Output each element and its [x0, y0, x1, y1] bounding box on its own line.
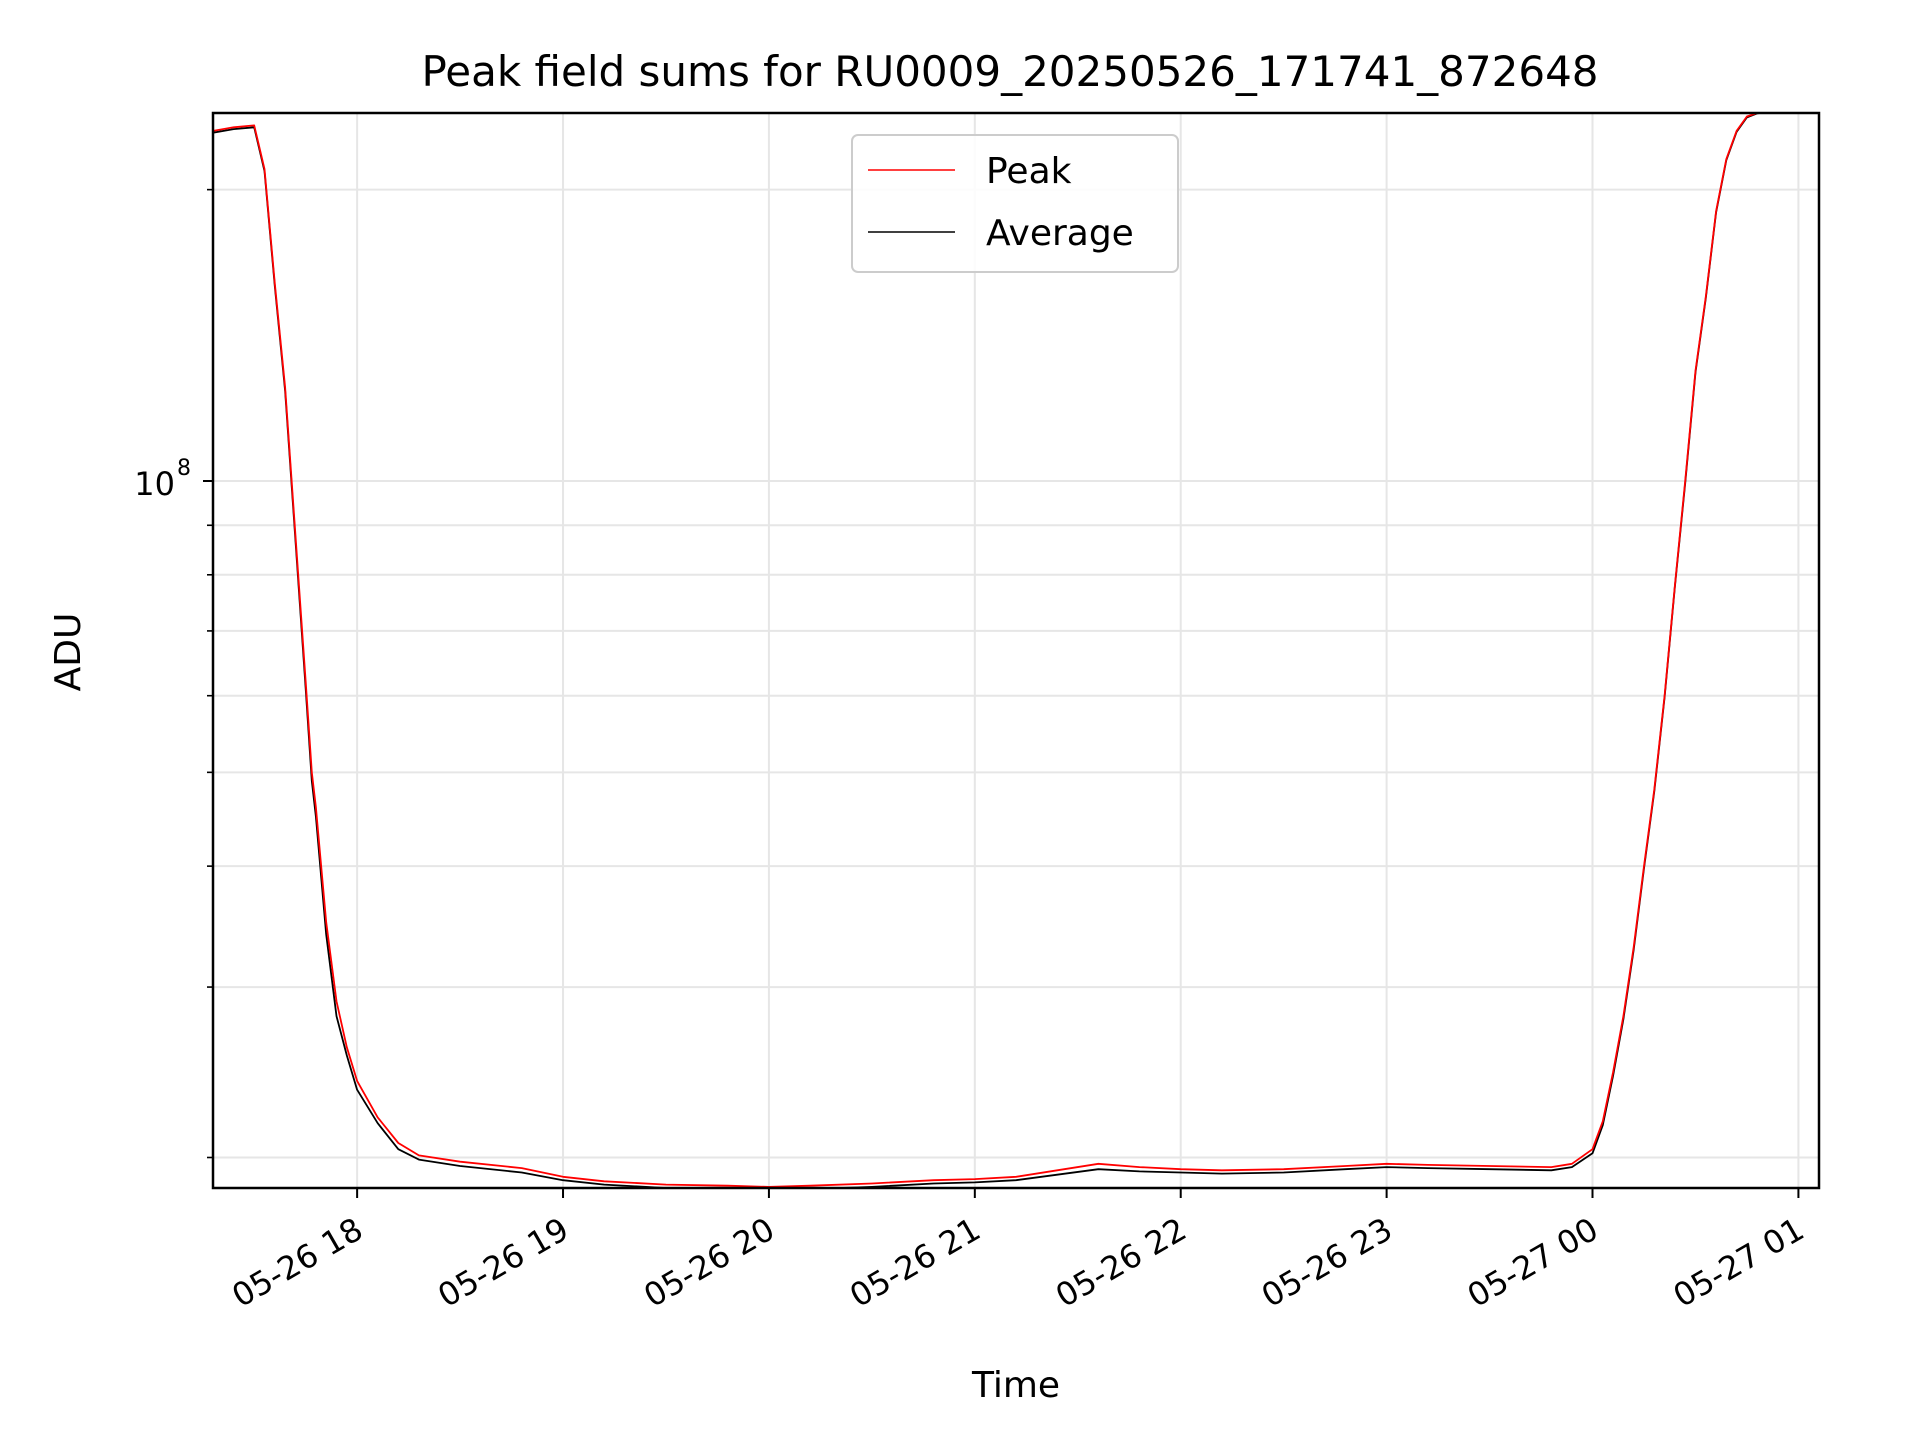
x-tick-label: 05-26 20 — [637, 1210, 781, 1315]
x-axis-label: Time — [971, 1365, 1060, 1406]
x-tick-label: 05-27 00 — [1461, 1210, 1605, 1315]
y-tick-label-base: 10 — [134, 465, 175, 503]
chart-title: Peak field sums for RU0009_20250526_1717… — [421, 47, 1598, 96]
axes-frame — [211, 111, 1821, 1190]
x-axis: 05-26 18 05-26 19 05-26 20 05-26 21 05-26 22… — [226, 1188, 1811, 1315]
grid — [213, 113, 1819, 1188]
y-axis-label: ADU — [48, 613, 89, 692]
x-tick-label: 05-26 22 — [1049, 1210, 1193, 1315]
series-line-average — [213, 113, 1778, 1188]
series-line-peak — [213, 113, 1763, 1188]
legend-average-label: Average — [986, 213, 1134, 254]
y-axis: 10 8 — [134, 188, 213, 1159]
x-tick-label: 05-26 19 — [431, 1210, 575, 1315]
x-tick-label: 05-26 18 — [226, 1210, 370, 1315]
x-tick-label: 05-26 21 — [843, 1210, 987, 1315]
legend-peak-label: Peak — [986, 151, 1072, 192]
x-tick-label: 05-27 01 — [1667, 1210, 1811, 1315]
x-tick-label: 05-26 23 — [1255, 1210, 1399, 1315]
plot-area — [213, 113, 1778, 1188]
y-tick-label: 10 8 — [134, 456, 191, 503]
y-tick-label-exponent: 8 — [177, 456, 191, 481]
legend: Peak Average — [851, 134, 1179, 273]
